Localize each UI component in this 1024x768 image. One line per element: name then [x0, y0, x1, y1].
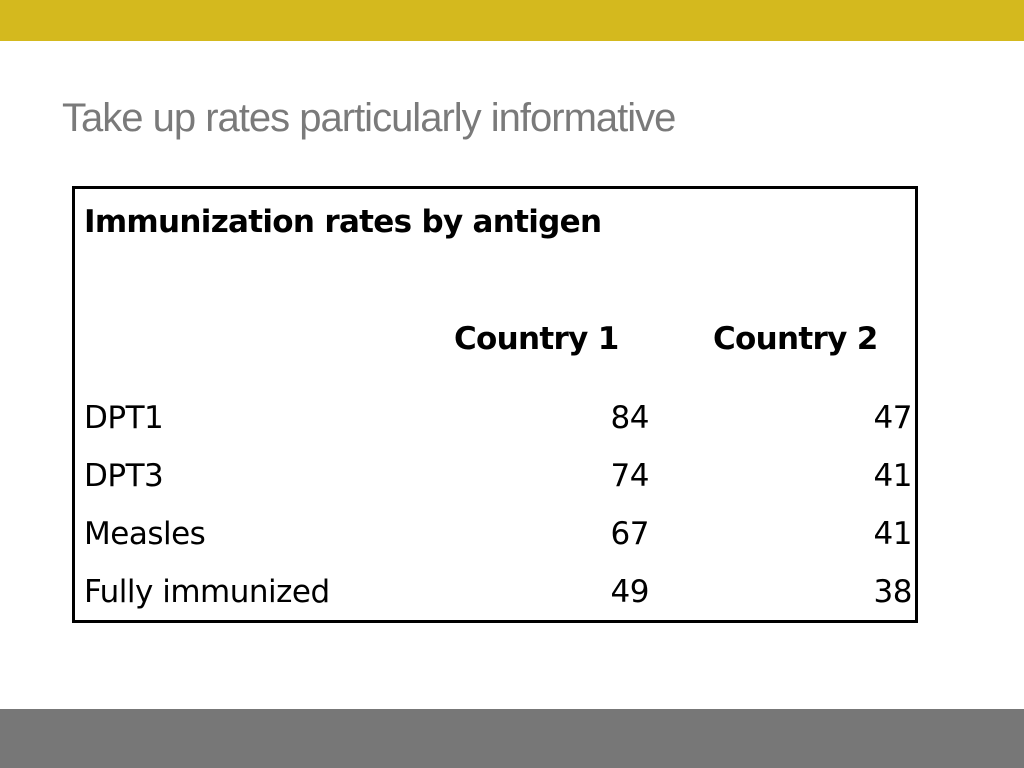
country-1-value: 49	[610, 574, 650, 610]
top-accent-bar	[0, 0, 1024, 41]
column-header-country-2: Country 2	[713, 321, 878, 357]
table-row: Measles 67 41	[75, 514, 915, 572]
table-title: Immunization rates by antigen	[84, 204, 602, 240]
country-2-value: 41	[873, 458, 913, 494]
row-label: Measles	[84, 516, 206, 552]
country-1-value: 67	[610, 516, 650, 552]
country-2-value: 38	[873, 574, 913, 610]
row-label: Fully immunized	[84, 574, 330, 610]
table-row: DPT1 84 47	[75, 398, 915, 456]
table-row: DPT3 74 41	[75, 456, 915, 514]
country-1-value: 74	[610, 458, 650, 494]
slide-title: Take up rates particularly informative	[62, 96, 676, 140]
country-1-value: 84	[610, 400, 650, 436]
bottom-footer-bar	[0, 709, 1024, 768]
column-header-country-1: Country 1	[454, 321, 619, 357]
country-2-value: 41	[873, 516, 913, 552]
immunization-table: Immunization rates by antigen Country 1 …	[72, 186, 918, 623]
table-row: Fully immunized 49 38	[75, 572, 915, 630]
row-label: DPT3	[84, 458, 164, 494]
country-2-value: 47	[873, 400, 913, 436]
row-label: DPT1	[84, 400, 164, 436]
